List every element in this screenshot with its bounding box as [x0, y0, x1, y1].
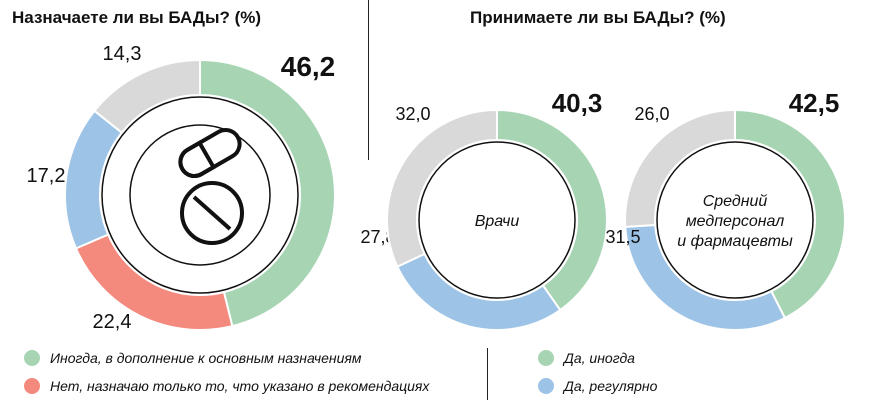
donut-2-label-0: 42,5	[789, 88, 840, 118]
divider-top	[368, 0, 369, 160]
donut-0-label-0: 46,2	[281, 51, 336, 82]
donut-2-center-label: медперсонал	[686, 213, 785, 230]
donut-1-center	[418, 141, 576, 299]
donut-2-center	[656, 141, 814, 299]
legend-dot-green	[24, 350, 40, 366]
legend-dot-blue	[538, 378, 554, 394]
donut-0-label-2: 17,2	[27, 165, 66, 187]
donut-2-label-1: 31,5	[605, 227, 640, 247]
legend-item-yes-regularly: Да, регулярно	[538, 378, 657, 394]
tablet-score-line	[192, 195, 232, 231]
donut-0-label-3: 14,3	[103, 43, 142, 65]
legend-item-no: Нет, назначаю только то, что указано в р…	[24, 378, 429, 394]
chart-title-left: Назначаете ли вы БАДы? (%)	[12, 8, 262, 27]
pill-capsule-icon	[178, 128, 242, 178]
donut-1-center-label: Врачи	[475, 213, 520, 230]
donut-2-center-label: и фармацевты	[677, 233, 793, 250]
donut-1-label-0: 40,3	[552, 88, 603, 118]
donut-0-label-1: 22,4	[93, 311, 132, 333]
legend-label: Да, регулярно	[564, 378, 658, 394]
legend-dot-red	[24, 378, 40, 394]
pill-icon-ring	[129, 124, 271, 266]
donut-1-label-2: 32,0	[395, 104, 430, 124]
legend-label: Иногда, в дополнение к основным назначен…	[50, 350, 362, 366]
donut-0-slice-3	[93, 58, 201, 135]
legend-item-yes-sometimes: Да, иногда	[538, 350, 635, 366]
capsule-half	[178, 140, 217, 178]
legend-label: Нет, назначаю только то, что указано в р…	[50, 378, 430, 394]
donut-2-label-2: 26,0	[634, 104, 669, 124]
donut-2-slice-2	[624, 108, 736, 228]
chart-title-right: Принимаете ли вы БАДы? (%)	[470, 8, 726, 27]
legend-label: Да, иногда	[564, 350, 635, 366]
donut-1-slice-2	[386, 108, 498, 268]
donut-0-slice-0	[199, 58, 336, 328]
legend-item-sometimes: Иногда, в дополнение к основным назначен…	[24, 350, 361, 366]
donut-2-center-label: Средний	[703, 193, 768, 210]
legend-dot-green	[538, 350, 554, 366]
divider-bottom	[487, 348, 488, 400]
donut-2-slice-0	[734, 108, 846, 320]
